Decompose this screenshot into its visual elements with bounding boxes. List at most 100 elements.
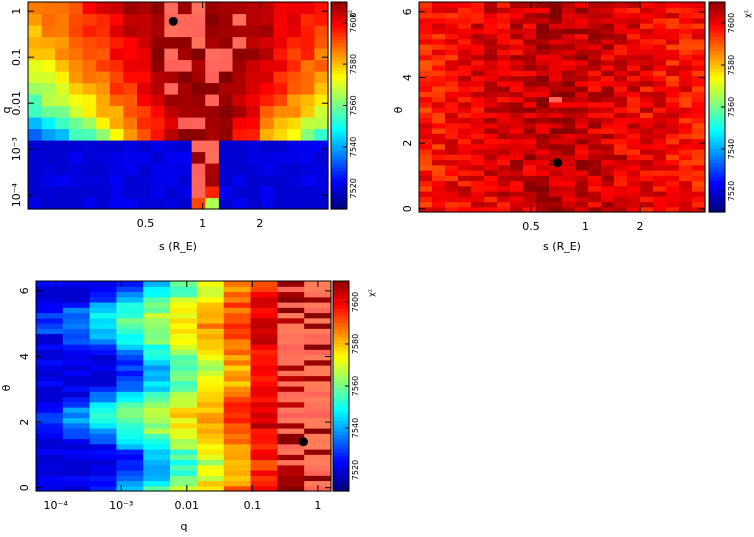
heatmap-cell	[679, 117, 693, 124]
heatmap-cell	[246, 13, 261, 26]
heatmap-cell	[300, 151, 315, 164]
heatmap-cell	[692, 159, 706, 166]
heatmap-cell	[445, 23, 459, 29]
heatmap-cell	[143, 359, 171, 366]
colorbar-step	[709, 40, 725, 45]
heatmap-cell	[89, 459, 118, 466]
heatmap-cell	[640, 86, 654, 92]
heatmap-cell	[96, 163, 111, 176]
heatmap-cell	[588, 96, 602, 103]
heatmap-cell	[601, 149, 615, 155]
heatmap-cell	[510, 12, 524, 19]
heatmap-cell	[123, 105, 138, 118]
heatmap-cell	[601, 7, 615, 14]
heatmap-cell	[471, 201, 485, 208]
heatmap-cell	[36, 344, 64, 350]
heatmap-cell	[82, 117, 97, 130]
heatmap-cell	[36, 338, 64, 345]
colorbar-step	[333, 386, 349, 391]
heatmap-cell	[523, 107, 537, 113]
heatmap-cell	[223, 296, 252, 303]
heatmap-cell	[277, 386, 305, 392]
colorbar-tick-label: 7520	[349, 178, 358, 198]
colorbar-step	[331, 19, 347, 24]
colorbar-step	[333, 284, 349, 289]
heatmap-cell	[36, 354, 64, 361]
heatmap-cell	[432, 86, 446, 92]
heatmap-cell	[679, 128, 693, 134]
colorbar-step	[709, 201, 725, 206]
heatmap-cell	[89, 391, 118, 398]
heatmap-cell	[471, 117, 485, 124]
colorbar-step	[331, 126, 347, 131]
colorbar-step	[331, 26, 347, 31]
heatmap-cell	[314, 25, 329, 38]
heatmap-cell	[277, 480, 305, 487]
colorbar-step	[709, 54, 725, 59]
colorbar-tick-label: 7520	[727, 181, 736, 201]
colorbar-step	[331, 205, 347, 210]
heatmap-cell	[692, 138, 706, 145]
heatmap-cell	[549, 201, 563, 208]
heatmap-cell	[692, 191, 706, 197]
heatmap-cell	[692, 201, 706, 208]
heatmap-cell	[259, 174, 275, 187]
heatmap-cell	[170, 428, 198, 434]
heatmap-cell	[523, 191, 537, 197]
heatmap-cell	[419, 206, 433, 213]
heatmap-cell	[614, 149, 628, 155]
heatmap-cell	[82, 48, 97, 61]
colorbar-tick-label: 7600	[351, 292, 360, 312]
heatmap-cell	[510, 112, 524, 119]
heatmap-cell	[55, 48, 70, 61]
heatmap-cell	[562, 185, 576, 192]
heatmap-cell	[218, 174, 234, 187]
heatmap-cell	[601, 23, 615, 29]
heatmap-cell	[62, 338, 91, 345]
heatmap-cell	[484, 7, 498, 14]
colorbar-step	[333, 323, 349, 328]
heatmap-cell	[223, 317, 252, 324]
heatmap-cell	[679, 164, 693, 171]
heatmap-cell	[588, 38, 602, 45]
heatmap-cell	[123, 163, 138, 176]
heatmap-cell	[89, 449, 118, 455]
heatmap-cell	[432, 75, 446, 82]
heatmap-cell	[653, 180, 667, 187]
heatmap-cell	[627, 191, 641, 197]
heatmap-cell	[588, 59, 602, 66]
heatmap-cell	[601, 112, 615, 119]
heatmap-cell	[536, 117, 550, 124]
heatmap-cell	[614, 117, 628, 124]
heatmap-cell	[523, 44, 537, 50]
heatmap-cell	[287, 94, 302, 107]
heatmap-cell	[250, 317, 278, 324]
heatmap-cell	[666, 96, 680, 103]
heatmap-cell	[28, 186, 43, 199]
heatmap-cell	[549, 206, 563, 213]
colorbar-tick-label: 7580	[349, 54, 358, 74]
heatmap-cell	[432, 65, 446, 71]
heatmap-cell	[484, 175, 498, 182]
heatmap-cell	[218, 117, 234, 130]
heatmap-cell	[41, 163, 56, 176]
heatmap-cell	[510, 2, 524, 8]
heatmap-cell	[116, 291, 144, 298]
heatmap-cell	[640, 201, 654, 208]
colorbar-step	[709, 187, 725, 192]
heatmap-cell	[196, 286, 225, 293]
colorbar-tick-label: 7520	[351, 460, 360, 480]
heatmap-cell	[549, 17, 563, 24]
heatmap-cell	[89, 291, 118, 298]
colorbar-step	[333, 480, 349, 485]
heatmap-cell	[653, 107, 667, 113]
heatmap-cell	[692, 96, 706, 103]
heatmap-cell	[143, 365, 171, 371]
heatmap-cell	[143, 281, 171, 287]
heatmap-cell	[143, 407, 171, 413]
heatmap-cell	[89, 333, 118, 340]
heatmap-cell	[191, 163, 206, 176]
heatmap-cell	[497, 75, 511, 82]
heatmap-cell	[562, 96, 576, 103]
